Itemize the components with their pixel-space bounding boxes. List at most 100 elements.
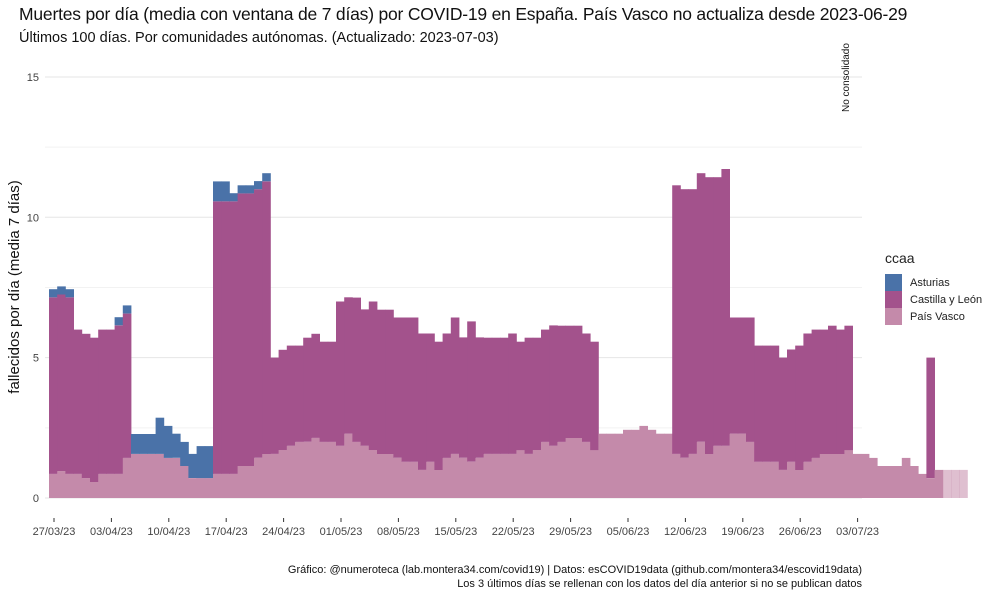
legend-item-asturias: Asturias [885,274,982,291]
bar-pa-s-vasco [360,445,370,498]
y-tick-label: 0 [33,493,39,505]
bar-castilla-y-le-n [418,333,427,470]
x-tick-label: 01/05/23 [320,526,363,538]
x-tick-label: 24/04/23 [262,526,305,538]
bar-asturias [131,434,140,454]
bar-castilla-y-le-n [500,337,509,454]
bar-castilla-y-le-n [721,169,730,446]
bar-castilla-y-le-n [57,294,66,472]
bar-pa-s-vasco [705,453,714,498]
bar-pa-s-vasco [106,473,115,498]
bar-castilla-y-le-n [114,325,124,474]
bar-castilla-y-le-n [795,345,804,470]
bar-pa-s-vasco [811,457,821,498]
bar-pa-s-vasco [295,441,304,498]
bar-castilla-y-le-n [245,193,255,466]
bar-castilla-y-le-n [926,357,935,478]
bar-asturias [188,453,197,478]
bar-pa-s-vasco [426,461,435,498]
bar-castilla-y-le-n [672,185,681,454]
x-tick-label: 17/04/23 [205,526,248,538]
bar-pa-s-vasco [631,429,640,498]
bar-castilla-y-le-n [573,325,583,438]
bar-pa-s-vasco [910,466,919,498]
bar-castilla-y-le-n [327,341,337,442]
bar-pa-s-vasco [844,450,853,498]
bar-pa-s-vasco [828,453,837,498]
legend-swatch [885,274,902,291]
bar-castilla-y-le-n [705,177,714,454]
bar-pa-s-vasco [541,441,550,498]
bar-castilla-y-le-n [811,329,821,458]
bar-pa-s-vasco [852,453,862,498]
bar-pa-s-vasco [549,445,558,498]
bar-castilla-y-le-n [475,337,484,458]
bar-pa-s-vasco [721,445,730,498]
bar-castilla-y-le-n [787,349,796,462]
legend-label: Asturias [910,276,950,289]
x-tick-label: 10/04/23 [147,526,190,538]
bar-pa-s-vasco [491,453,501,498]
legend-title: ccaa [885,250,915,266]
bar-pa-s-vasco [303,441,312,498]
bar-castilla-y-le-n [754,345,763,462]
bar-pa-s-vasco [770,461,780,498]
bar-asturias [147,434,156,454]
bar-castilla-y-le-n [368,301,378,450]
bar-pa-s-vasco [311,437,320,498]
bar-castilla-y-le-n [778,357,788,470]
bar-pa-s-vasco [623,429,632,498]
bar-pa-s-vasco [90,482,99,498]
bar-castilla-y-le-n [377,309,386,454]
bar-pa-s-vasco [368,450,378,498]
bar-pa-s-vasco [500,453,509,498]
bar-pa-s-vasco [319,441,329,498]
bar-castilla-y-le-n [483,337,493,454]
bar-pa-s-vasco [787,461,796,498]
bar-castilla-y-le-n [319,341,329,442]
bar-pa-s-vasco [180,466,189,498]
bar-asturias [204,446,214,479]
legend-swatch [885,291,902,308]
bar-pa-s-vasco [754,461,763,498]
bar-pa-s-vasco [385,453,394,498]
legend-label: País Vasco [910,310,965,323]
bar-pa-s-vasco [286,445,296,498]
bar-castilla-y-le-n [344,297,353,434]
bar-pa-s-vasco [795,469,804,498]
bar-pa-s-vasco [680,457,689,498]
y-axis-label: fallecidos por día (media 7 días) [6,180,23,393]
bar-asturias [196,446,206,479]
bar-castilla-y-le-n [221,201,230,474]
bar-pa-s-vasco [122,457,132,498]
bar-pa-s-vasco [213,473,222,498]
bar-castilla-y-le-n [352,297,361,442]
bar-castilla-y-le-n [688,189,698,454]
bar-castilla-y-le-n [73,329,83,474]
bar-castilla-y-le-n [311,333,320,438]
bar-asturias [155,417,165,454]
bar-pa-s-vasco [696,441,706,498]
bar-castilla-y-le-n [746,317,755,442]
bar-castilla-y-le-n [65,297,74,474]
bar-castilla-y-le-n [262,181,271,454]
bar-pa-s-vasco [401,461,411,498]
bar-asturias [262,173,271,182]
x-tick-label: 03/04/23 [90,526,133,538]
bar-castilla-y-le-n [278,349,288,450]
bar-castilla-y-le-n [557,325,566,442]
bar-castilla-y-le-n [467,321,476,462]
bar-castilla-y-le-n [303,337,312,442]
x-axis: 27/03/23 03/04/23 10/04/23 17/04/23 24/04/23… [33,518,879,538]
bar-pa-s-vasco [918,473,927,498]
bar-asturias [180,441,189,466]
bar-asturias [172,433,181,458]
legend-swatch [885,308,902,325]
bar-pa-s-vasco [450,453,460,498]
bar-asturias [122,305,132,314]
bar-pa-s-vasco [262,453,271,498]
bar-castilla-y-le-n [426,333,435,462]
bar-pa-s-vasco [803,461,812,498]
x-tick-label: 08/05/23 [377,526,420,538]
bar-pa-s-vasco [204,478,214,498]
